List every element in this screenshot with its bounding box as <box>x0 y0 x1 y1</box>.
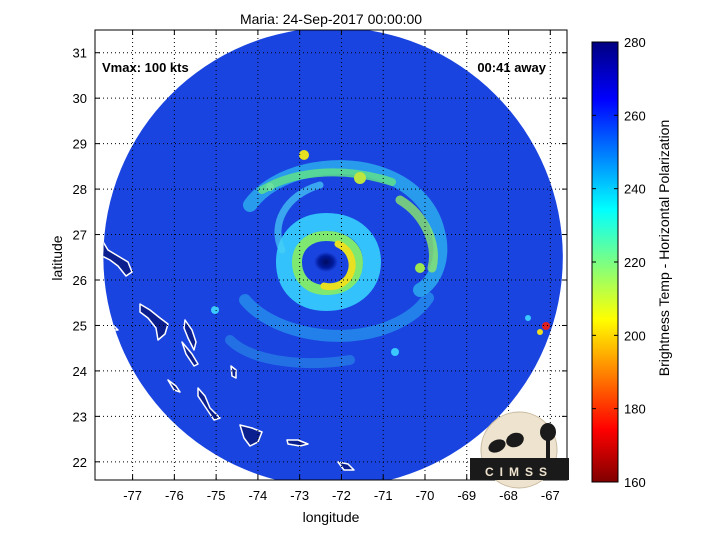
y-tick-label: 23 <box>73 409 87 424</box>
colorbar-tick-label: 160 <box>624 475 646 490</box>
x-tick-label: -73 <box>290 488 309 503</box>
x-tick-label: -67 <box>541 488 560 503</box>
island-andros-north <box>139 303 169 341</box>
colorbar-tick-label: 180 <box>624 402 646 417</box>
island-caicos <box>337 461 355 471</box>
y-tick-label: 26 <box>73 273 87 288</box>
cell <box>354 172 366 184</box>
logo-tower <box>546 436 550 462</box>
x-tick-label: -76 <box>165 488 184 503</box>
island-cat <box>230 365 237 379</box>
eyewall-yellow <box>320 240 356 291</box>
inner-cyan-ring <box>275 212 382 312</box>
x-tick-label: -69 <box>457 488 476 503</box>
logo-dish-left <box>488 439 506 453</box>
colorbar-tick-label: 240 <box>624 182 646 197</box>
island-long <box>197 387 221 421</box>
island-abaco <box>103 239 133 277</box>
colorbar-tick-label: 200 <box>624 328 646 343</box>
south-rain-band <box>239 292 434 342</box>
colorbar-gradient <box>592 42 618 482</box>
microwave-swath <box>103 30 563 480</box>
cell <box>299 150 309 160</box>
rain-bands <box>225 160 448 369</box>
y-tick-label: 25 <box>73 318 87 333</box>
colorbar-tick-label: 220 <box>624 255 646 270</box>
cell <box>415 263 425 273</box>
east-rain-band <box>395 195 438 273</box>
y-tick-label: 22 <box>73 455 87 470</box>
x-tick-label: -75 <box>207 488 226 503</box>
hurricane-eye <box>314 252 338 272</box>
island-inagua-small <box>286 439 309 447</box>
x-tick-label: -71 <box>374 488 393 503</box>
y-tick-label: 24 <box>73 364 87 379</box>
cell <box>525 315 531 321</box>
colorbar: 160 180 200 220 240 260 280 Brightness Temp - … <box>591 35 672 490</box>
cell <box>211 306 219 314</box>
colorbar-tick-label: 280 <box>624 35 646 50</box>
southwest-band <box>225 335 355 369</box>
y-tick-label: 27 <box>73 228 87 243</box>
y-axis-label: latitude <box>49 235 65 280</box>
y-tick-label: 30 <box>73 91 87 106</box>
cell <box>266 183 274 191</box>
island-exuma <box>181 341 199 367</box>
cell <box>537 329 543 335</box>
cell <box>542 322 550 330</box>
colorbar-tick-label: 260 <box>624 108 646 123</box>
vmax-annotation: Vmax: 100 kts <box>102 60 189 75</box>
colorbar-ticks: 160 180 200 220 240 260 280 <box>592 35 646 490</box>
time-away-annotation: 00:41 away <box>477 60 546 75</box>
x-ticks: -77 -76 -75 -74 -73 -72 -71 -70 -69 -68 -67 <box>123 30 560 503</box>
logo-dish-right <box>506 432 524 448</box>
logo-tower-tank <box>540 423 556 441</box>
cimss-logo: CIMSS <box>470 411 569 489</box>
x-tick-label: -74 <box>249 488 268 503</box>
grid-lines <box>95 30 567 480</box>
eyewall-green <box>291 230 364 296</box>
y-tick-label: 31 <box>73 46 87 61</box>
x-axis-label: longitude <box>303 509 360 525</box>
north-rain-band <box>258 168 396 194</box>
island-eleuthera <box>183 319 197 351</box>
logo-text: CIMSS <box>485 465 553 479</box>
y-ticks: 22 23 24 25 26 27 28 29 30 31 <box>73 46 567 470</box>
cell <box>391 348 399 356</box>
x-tick-label: -77 <box>123 488 142 503</box>
x-tick-label: -68 <box>499 488 518 503</box>
x-tick-label: -72 <box>332 488 351 503</box>
figure-title: Maria: 24-Sep-2017 00:00:00 <box>240 11 422 27</box>
map-frame <box>94 29 568 481</box>
y-tick-label: 28 <box>73 182 87 197</box>
colorbar-label: Brightness Temp - Horizontal Polarizatio… <box>656 120 672 377</box>
west-spiral <box>274 181 324 254</box>
y-tick-label: 29 <box>73 137 87 152</box>
map-axes: -77 -76 -75 -74 -73 -72 -71 -70 -69 -68 -67 22 23 24… <box>49 29 569 525</box>
x-tick-label: -70 <box>416 488 435 503</box>
logo-building <box>470 458 569 480</box>
